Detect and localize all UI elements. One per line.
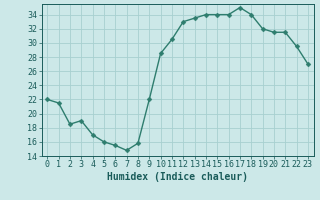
X-axis label: Humidex (Indice chaleur): Humidex (Indice chaleur)	[107, 172, 248, 182]
